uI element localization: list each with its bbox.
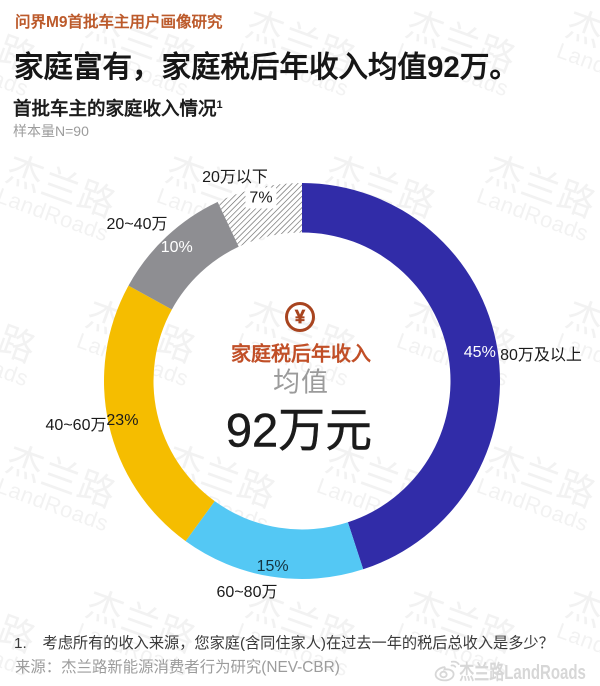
donut-segment-80万及以上 <box>302 183 500 570</box>
center-label: 家庭税后年收入 <box>231 343 371 366</box>
weibo-watermark-text: 杰兰路LandRoads <box>459 662 586 684</box>
category-label-20万以下: 20万以下 <box>202 169 268 186</box>
donut-segment-40~60万 <box>103 285 215 542</box>
category-label-40~60万: 40~60万 <box>45 417 107 434</box>
chart-subtitle: 首批车主的家庭收入情况1 <box>13 95 223 121</box>
percent-label-20~40万: 10% <box>160 238 193 256</box>
sample-size-label: 样本量N=90 <box>13 123 89 139</box>
donut-segment-20万以下 <box>217 183 302 247</box>
center-value: 92万元 <box>225 403 373 457</box>
page-title: 家庭富有，家庭税后年收入均值92万。 <box>14 51 519 84</box>
category-label-80万及以上: 80万及以上 <box>500 347 582 364</box>
weibo-watermark: 杰兰路LandRoads <box>417 656 586 685</box>
chart-subtitle-text: 首批车主的家庭收入情况 <box>13 98 217 119</box>
weibo-icon <box>434 660 460 682</box>
donut-segment-60~80万 <box>185 501 364 579</box>
category-label-20~40万: 20~40万 <box>106 216 168 233</box>
yuan-icon: ¥ <box>285 302 315 332</box>
report-tag: 问界M9首批车主用户画像研究 <box>15 14 223 31</box>
footnote: 1. 考虑所有的收入来源，您家庭(含同住家人)在过去一年的税后总收入是多少？ <box>14 631 554 653</box>
footnote-text: 考虑所有的收入来源，您家庭(含同住家人)在过去一年的税后总收入是多少？ <box>42 635 554 652</box>
category-label-60~80万: 60~80万 <box>216 584 278 601</box>
source-line: 来源：杰兰路新能源消费者行为研究(NEV-CBR) <box>15 659 340 676</box>
donut-segment-20~40万 <box>128 201 239 310</box>
percent-label-60~80万: 15% <box>256 557 289 575</box>
percent-label-40~60万: 23% <box>106 412 139 430</box>
center-sublabel: 均值 <box>273 367 329 398</box>
percent-label-80万及以上: 45% <box>463 343 496 361</box>
footnote-index: 1. <box>14 635 27 652</box>
footnote-superscript: 1 <box>216 98 223 111</box>
percent-label-20万以下: 7% <box>245 187 277 209</box>
